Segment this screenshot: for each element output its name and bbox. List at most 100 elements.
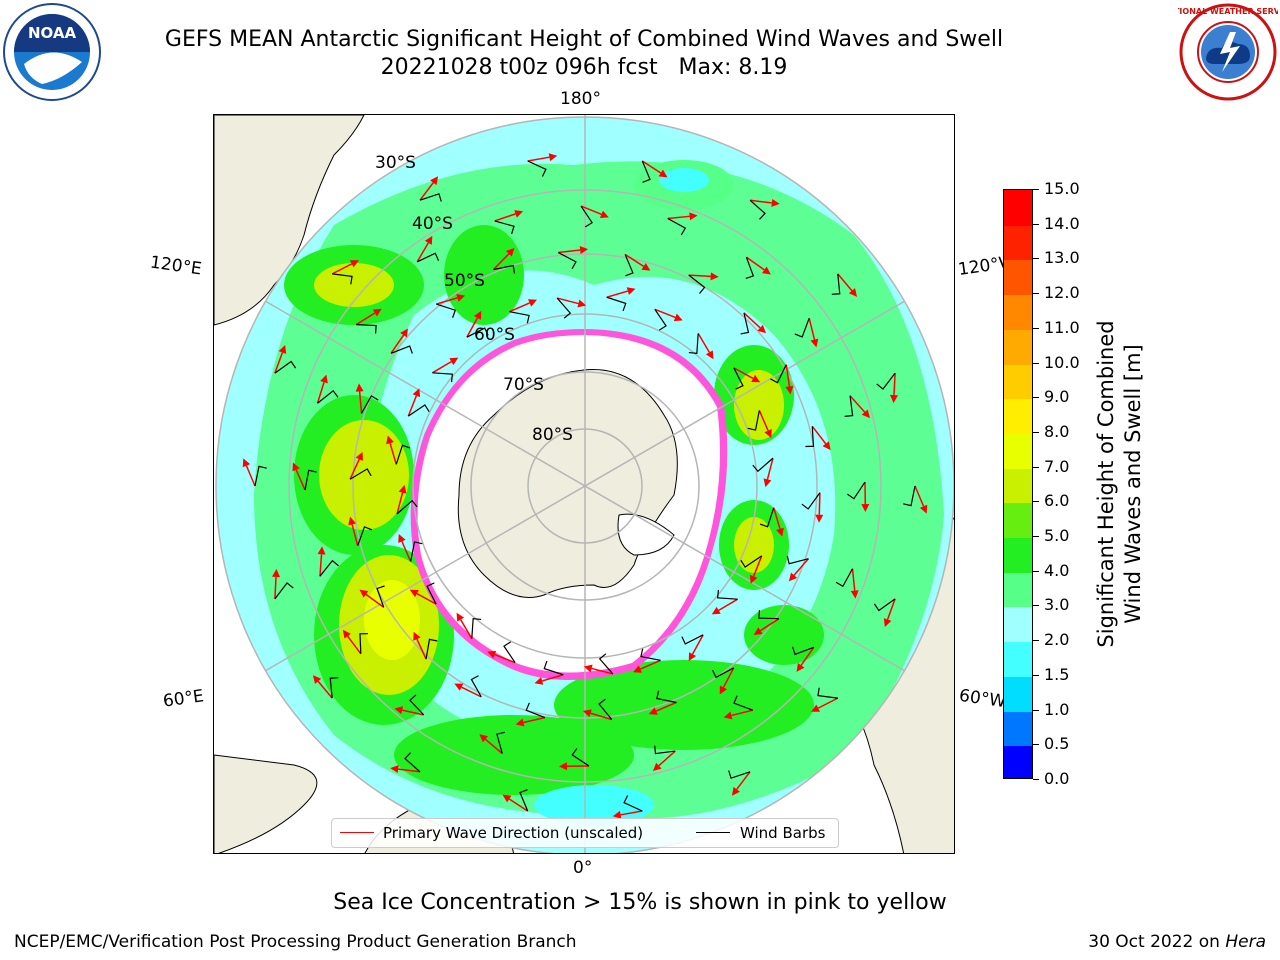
wind-barb bbox=[571, 748, 590, 767]
wave-direction-arrowhead bbox=[272, 568, 281, 578]
colorbar-tick-label: 3.0 bbox=[1044, 595, 1070, 615]
footer-date: 30 Oct 2022 on Hera bbox=[1088, 932, 1266, 952]
wave-direction-arrow bbox=[818, 492, 821, 515]
wave-direction-arrow bbox=[658, 750, 676, 767]
wave-direction-arrowhead bbox=[822, 441, 831, 451]
colorbar-tick bbox=[1033, 674, 1039, 676]
wave-direction-arrow bbox=[837, 273, 853, 292]
wave-direction-arrowhead bbox=[633, 665, 642, 673]
colorbar-tick bbox=[1033, 431, 1039, 433]
wind-barb bbox=[359, 633, 368, 654]
wave-direction-arrow bbox=[731, 709, 753, 717]
wave-direction-arrowhead bbox=[506, 248, 515, 257]
wind-barb bbox=[254, 465, 267, 487]
lat-label-50s: 50°S bbox=[444, 271, 485, 291]
wave-direction-arrowhead bbox=[883, 618, 892, 628]
wave-direction-arrowhead bbox=[652, 762, 662, 772]
wave-direction-arrowhead bbox=[577, 299, 587, 308]
wave-direction-arrow bbox=[849, 395, 866, 413]
wave-direction-arrow bbox=[407, 395, 418, 417]
wave-direction-arrow bbox=[655, 701, 677, 712]
colorbar-tick bbox=[1033, 397, 1039, 399]
wind-barb bbox=[745, 256, 755, 280]
noaa-logo-text: NOAA bbox=[28, 24, 77, 42]
colorbar-tick-label: 1.5 bbox=[1044, 664, 1070, 684]
wave-direction-arrowhead bbox=[582, 709, 592, 718]
wind-barb bbox=[471, 617, 482, 639]
wind-barb bbox=[598, 698, 613, 720]
wave-direction-arrow bbox=[688, 274, 711, 278]
wind-barb bbox=[749, 199, 766, 220]
wave-direction-arrowhead bbox=[710, 272, 719, 281]
colorbar-tick-label: 5.0 bbox=[1044, 526, 1070, 546]
wind-barb bbox=[470, 675, 482, 698]
colorbar-tick bbox=[1033, 258, 1039, 260]
wave-direction-arrow bbox=[396, 492, 404, 515]
colorbar-tick-label: 6.0 bbox=[1044, 491, 1070, 511]
wave-direction-arrow bbox=[811, 425, 827, 445]
colorbar-tick-label: 7.0 bbox=[1044, 456, 1070, 476]
wave-direction-arrow bbox=[641, 160, 662, 174]
wind-barb bbox=[681, 634, 704, 645]
colorbar-tick-label: 0.0 bbox=[1044, 769, 1070, 788]
wave-direction-arrowhead bbox=[583, 664, 593, 673]
wave-direction-arrowhead bbox=[348, 516, 356, 526]
wind-barb bbox=[404, 752, 421, 773]
wind-barb bbox=[654, 308, 667, 331]
wind-barb bbox=[831, 273, 841, 295]
colorbar-tick-label: 13.0 bbox=[1044, 248, 1080, 268]
colorbar-tick-label: 10.0 bbox=[1044, 352, 1080, 372]
wave-direction-arrowhead bbox=[850, 590, 859, 599]
wave-direction-arrowhead bbox=[731, 786, 740, 796]
colorbar-segment bbox=[1004, 641, 1032, 677]
wave-direction-arrow bbox=[851, 568, 856, 591]
wave-direction-arrow bbox=[459, 619, 473, 639]
colorbar-segment bbox=[1004, 294, 1032, 330]
wave-direction-arrow bbox=[523, 716, 546, 724]
wave-direction-arrowhead bbox=[292, 462, 300, 472]
wind-barb bbox=[396, 499, 418, 515]
wave-direction-arrowhead bbox=[719, 685, 727, 695]
colorbar-tick-label: 1.0 bbox=[1044, 699, 1070, 719]
wind-barb bbox=[317, 389, 339, 404]
footer-machine: Hera bbox=[1225, 932, 1266, 952]
colorbar-tick-label: 11.0 bbox=[1044, 317, 1080, 337]
wave-direction-arrow bbox=[752, 555, 763, 577]
wave-direction-arrowhead bbox=[785, 385, 794, 395]
lon-label-60e: 60°E bbox=[161, 686, 206, 712]
wave-direction-arrow bbox=[914, 485, 925, 507]
wave-direction-arrow bbox=[416, 592, 437, 605]
wind-barb bbox=[432, 372, 454, 383]
wave-direction-arrow bbox=[319, 554, 323, 577]
wind-barb bbox=[557, 251, 577, 270]
wave-direction-arrowhead bbox=[317, 546, 326, 555]
wind-barb bbox=[376, 585, 385, 608]
wind-barb bbox=[759, 507, 775, 528]
polar-stereographic-map bbox=[213, 114, 955, 854]
wave-direction-arrowhead bbox=[861, 409, 871, 419]
lat-label-30s: 30°S bbox=[375, 153, 416, 173]
map-canvas bbox=[214, 115, 954, 853]
wave-direction-arrow bbox=[718, 598, 738, 612]
wave-direction-arrowhead bbox=[502, 794, 512, 803]
nws-logo-text: NATIONAL WEATHER SERVICE bbox=[1178, 7, 1278, 16]
wave-direction-arrowhead bbox=[763, 478, 772, 488]
lat-label-60s: 60°S bbox=[474, 325, 515, 345]
colorbar-title-text: Significant Height of Combined Wind Wave… bbox=[1094, 320, 1145, 648]
wave-direction-arrowhead bbox=[776, 527, 784, 537]
wave-direction-arrow bbox=[766, 457, 774, 480]
wave-direction-arrow bbox=[722, 667, 735, 688]
colorbar-tick bbox=[1033, 744, 1039, 746]
wind-barb bbox=[801, 492, 821, 510]
wind-barb bbox=[426, 582, 437, 605]
wave-direction-arrowhead bbox=[487, 650, 497, 659]
wave-direction-arrow bbox=[358, 391, 363, 414]
wind-barb bbox=[835, 568, 854, 588]
colorbar-tick bbox=[1033, 223, 1039, 225]
colorbar-tick-label: 8.0 bbox=[1044, 421, 1070, 441]
wave-direction-arrow bbox=[745, 256, 765, 271]
lon-label-0: 0° bbox=[573, 858, 593, 878]
wave-direction-arrow bbox=[493, 253, 510, 271]
wave-direction-arrow bbox=[654, 308, 676, 319]
colorbar-tick bbox=[1033, 536, 1039, 538]
